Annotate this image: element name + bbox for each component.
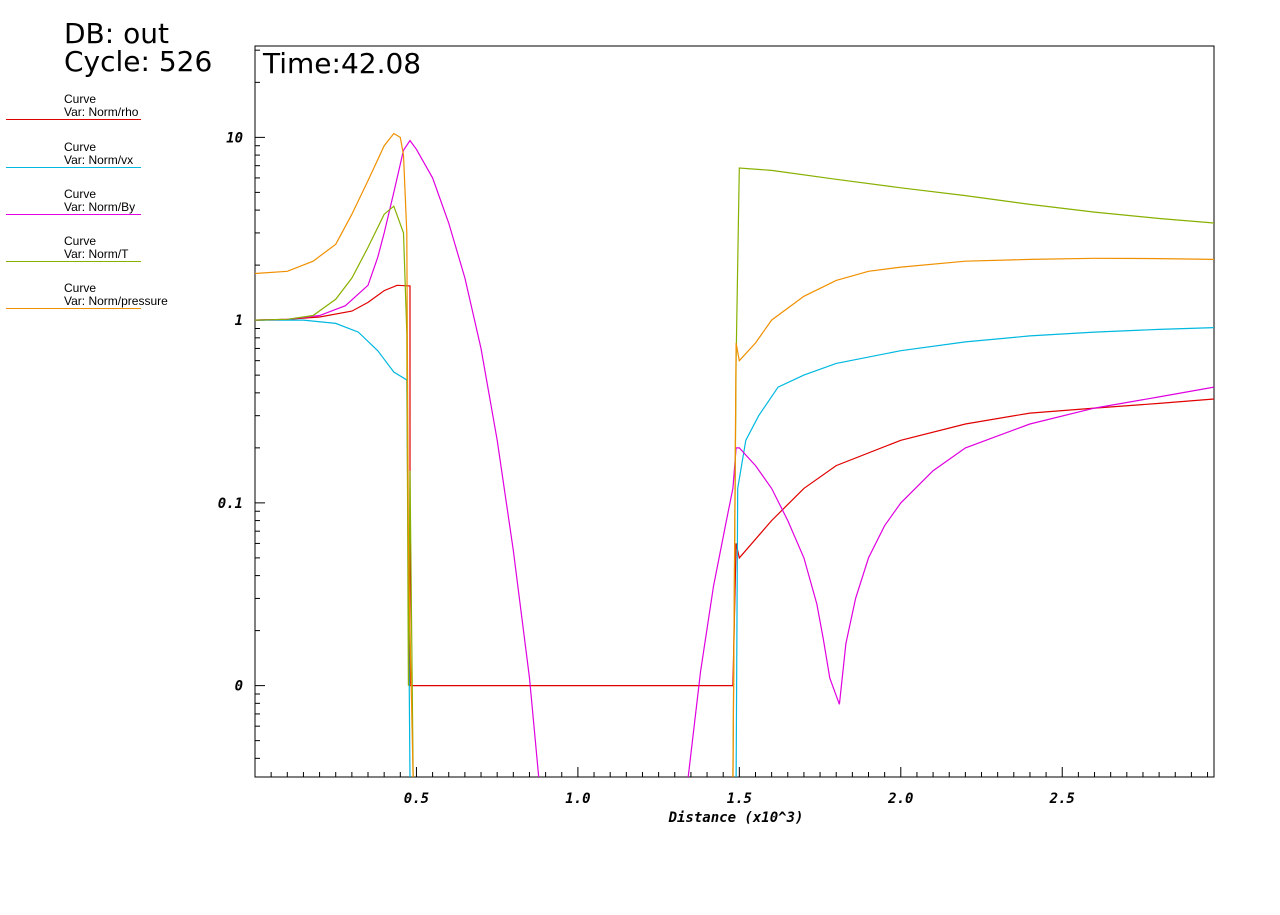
legend-entry-by: Curve Var: Norm/By [6, 188, 186, 228]
legend-entry-t: Curve Var: Norm/T [6, 235, 186, 275]
x-tick-label: 2.0 [887, 791, 913, 807]
legend-swatch [6, 214, 141, 215]
legend-title: Curve [64, 281, 97, 295]
legend-swatch [6, 261, 141, 262]
y-tick-label: 10 [226, 130, 243, 146]
legend-title: Curve [64, 187, 97, 201]
legend-var: Var: Norm/pressure [64, 294, 168, 308]
x-tick-label: 1.0 [565, 791, 590, 807]
legend-title: Curve [64, 92, 97, 106]
plot-frame [254, 45, 1215, 778]
series-line-norm-rho [255, 284, 1214, 687]
y-tick-label: 1 [235, 313, 243, 329]
y-tick-label: 0 [235, 679, 243, 695]
database-name: DB: out [64, 17, 169, 50]
legend-title: Curve [64, 140, 97, 154]
y-tick-label: 0.1 [218, 496, 243, 512]
legend-var: Var: Norm/vx [64, 153, 134, 167]
x-axis-label: Distance (x10^3) [668, 810, 804, 826]
series-line-norm-vx [255, 319, 1214, 777]
time-label: Time:42.08 [262, 47, 421, 80]
legend-var: Var: Norm/rho [64, 105, 139, 119]
cycle-label: Cycle: 526 [64, 45, 213, 78]
legend-swatch [6, 119, 141, 120]
legend-swatch [6, 308, 141, 309]
series-line-norm-t [255, 167, 1214, 777]
legend-swatch [6, 167, 141, 168]
x-tick-label: 2.5 [1049, 791, 1075, 807]
x-tick-label: 0.5 [404, 791, 429, 807]
legend-title: Curve [64, 234, 97, 248]
legend-var: Var: Norm/T [64, 247, 129, 261]
series-layer [255, 132, 1214, 777]
legend-entry-pressure: Curve Var: Norm/pressure [6, 282, 186, 322]
plot-axes: 10 1 0.1 0 0.5 1.0 1.5 2.0 2.5 [218, 45, 1215, 807]
series-line-norm-pressure [255, 132, 1214, 777]
x-tick-label: 1.5 [727, 791, 752, 807]
legend-entry-vx: Curve Var: Norm/vx [6, 141, 186, 181]
series-line-norm-by [255, 139, 1214, 777]
legend-var: Var: Norm/By [64, 200, 136, 214]
legend-entry-rho: Curve Var: Norm/rho [6, 93, 186, 133]
